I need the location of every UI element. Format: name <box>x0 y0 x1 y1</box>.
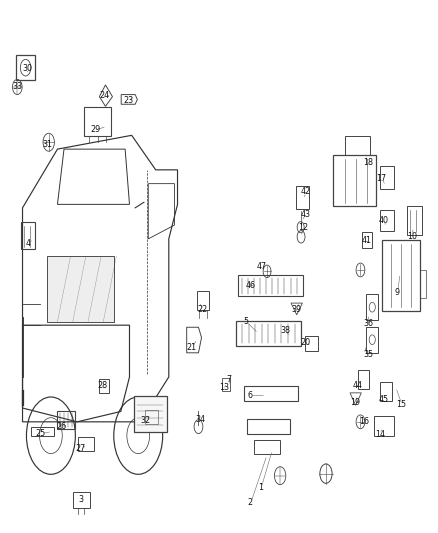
Text: 36: 36 <box>363 319 373 328</box>
Text: 17: 17 <box>376 174 386 183</box>
Text: 14: 14 <box>374 430 385 439</box>
Text: 25: 25 <box>36 429 46 438</box>
Text: 32: 32 <box>141 416 151 425</box>
Text: 23: 23 <box>123 96 133 106</box>
Text: 40: 40 <box>379 216 389 225</box>
Text: 27: 27 <box>75 443 85 453</box>
Text: 1: 1 <box>258 483 263 492</box>
Text: 46: 46 <box>245 281 255 289</box>
Text: 42: 42 <box>300 188 311 197</box>
Text: 24: 24 <box>99 91 110 100</box>
Text: 38: 38 <box>280 326 290 335</box>
Text: 16: 16 <box>359 417 369 426</box>
Text: 31: 31 <box>43 140 53 149</box>
Text: 18: 18 <box>363 158 373 167</box>
Text: 39: 39 <box>292 305 302 314</box>
Text: 28: 28 <box>97 382 107 391</box>
Text: 45: 45 <box>379 395 389 404</box>
Text: 13: 13 <box>219 383 229 392</box>
Text: 6: 6 <box>247 391 252 400</box>
Text: 10: 10 <box>407 232 417 241</box>
Text: 19: 19 <box>350 398 360 407</box>
FancyBboxPatch shape <box>134 397 166 432</box>
Text: 47: 47 <box>257 262 267 271</box>
Text: 15: 15 <box>396 400 406 409</box>
Text: 20: 20 <box>300 338 311 347</box>
Text: 41: 41 <box>362 237 371 246</box>
Text: 5: 5 <box>244 317 249 326</box>
Text: 12: 12 <box>298 223 308 232</box>
Text: 44: 44 <box>353 382 363 391</box>
Text: 21: 21 <box>187 343 197 352</box>
Text: 26: 26 <box>56 422 66 431</box>
Text: 4: 4 <box>25 239 30 248</box>
Text: 7: 7 <box>226 375 231 384</box>
Text: 22: 22 <box>197 305 208 314</box>
Text: 3: 3 <box>78 495 83 504</box>
Text: 43: 43 <box>300 210 311 219</box>
FancyBboxPatch shape <box>46 256 114 322</box>
Text: 29: 29 <box>91 125 101 134</box>
Text: 2: 2 <box>248 498 253 507</box>
Text: 34: 34 <box>196 415 206 424</box>
Text: 35: 35 <box>363 350 373 359</box>
Text: 33: 33 <box>12 83 22 92</box>
Text: 30: 30 <box>23 64 33 73</box>
Text: 9: 9 <box>395 287 400 296</box>
